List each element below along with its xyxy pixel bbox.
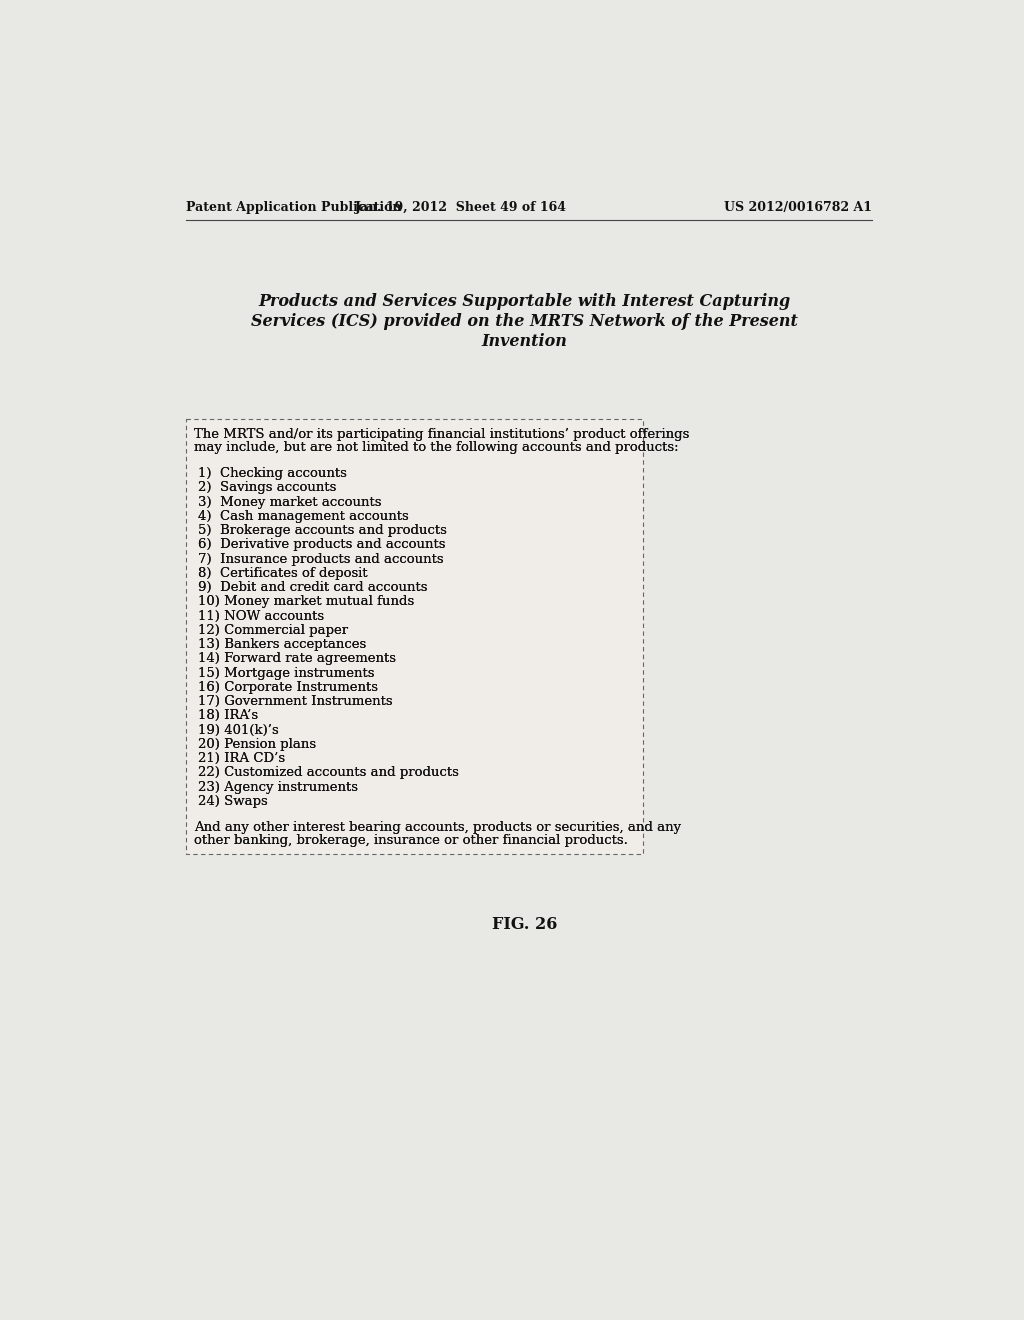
Text: 3)  Money market accounts: 3) Money market accounts xyxy=(198,496,381,508)
Bar xyxy=(186,418,643,854)
Text: 12) Commercial paper: 12) Commercial paper xyxy=(198,624,348,636)
Text: Products and Services Supportable with Interest Capturing: Products and Services Supportable with I… xyxy=(259,293,791,310)
Text: 4)  Cash management accounts: 4) Cash management accounts xyxy=(198,510,409,523)
Text: 10) Money market mutual funds: 10) Money market mutual funds xyxy=(198,595,414,609)
Text: 13) Bankers acceptances: 13) Bankers acceptances xyxy=(198,638,366,651)
Text: 19) 401(k)’s: 19) 401(k)’s xyxy=(198,723,279,737)
Text: Invention: Invention xyxy=(482,333,567,350)
Text: 6)  Derivative products and accounts: 6) Derivative products and accounts xyxy=(198,539,445,552)
Text: 3)  Money market accounts: 3) Money market accounts xyxy=(198,496,381,508)
Text: 22) Customized accounts and products: 22) Customized accounts and products xyxy=(198,767,459,779)
Text: 19) 401(k)’s: 19) 401(k)’s xyxy=(198,723,279,737)
Text: 15) Mortgage instruments: 15) Mortgage instruments xyxy=(198,667,374,680)
Text: Patent Application Publication: Patent Application Publication xyxy=(186,201,401,214)
Text: 13) Bankers acceptances: 13) Bankers acceptances xyxy=(198,638,366,651)
Text: 16) Corporate Instruments: 16) Corporate Instruments xyxy=(198,681,378,694)
Text: 22) Customized accounts and products: 22) Customized accounts and products xyxy=(198,767,459,779)
Text: FIG. 26: FIG. 26 xyxy=(493,916,557,933)
Text: 16) Corporate Instruments: 16) Corporate Instruments xyxy=(198,681,378,694)
Text: 17) Government Instruments: 17) Government Instruments xyxy=(198,696,392,708)
Text: 9)  Debit and credit card accounts: 9) Debit and credit card accounts xyxy=(198,581,427,594)
Text: The MRTS and/or its participating financial institutions’ product offerings: The MRTS and/or its participating financ… xyxy=(194,428,689,441)
Text: The MRTS and/or its participating financial institutions’ product offerings: The MRTS and/or its participating financ… xyxy=(194,428,689,441)
Text: 11) NOW accounts: 11) NOW accounts xyxy=(198,610,324,623)
Text: 14) Forward rate agreements: 14) Forward rate agreements xyxy=(198,652,395,665)
Text: 24) Swaps: 24) Swaps xyxy=(198,795,267,808)
Text: 7)  Insurance products and accounts: 7) Insurance products and accounts xyxy=(198,553,443,566)
Text: 9)  Debit and credit card accounts: 9) Debit and credit card accounts xyxy=(198,581,427,594)
Text: 20) Pension plans: 20) Pension plans xyxy=(198,738,315,751)
Text: 5)  Brokerage accounts and products: 5) Brokerage accounts and products xyxy=(198,524,446,537)
Text: other banking, brokerage, insurance or other financial products.: other banking, brokerage, insurance or o… xyxy=(194,834,628,847)
Text: 8)  Certificates of deposit: 8) Certificates of deposit xyxy=(198,566,368,579)
Text: 8)  Certificates of deposit: 8) Certificates of deposit xyxy=(198,566,368,579)
Text: 17) Government Instruments: 17) Government Instruments xyxy=(198,696,392,708)
Text: 10) Money market mutual funds: 10) Money market mutual funds xyxy=(198,595,414,609)
Text: 11) NOW accounts: 11) NOW accounts xyxy=(198,610,324,623)
Text: 2)  Savings accounts: 2) Savings accounts xyxy=(198,482,336,495)
Text: US 2012/0016782 A1: US 2012/0016782 A1 xyxy=(724,201,872,214)
Text: 23) Agency instruments: 23) Agency instruments xyxy=(198,780,357,793)
Text: 1)  Checking accounts: 1) Checking accounts xyxy=(198,467,347,480)
Text: 12) Commercial paper: 12) Commercial paper xyxy=(198,624,348,636)
Text: 18) IRA’s: 18) IRA’s xyxy=(198,709,258,722)
Text: 18) IRA’s: 18) IRA’s xyxy=(198,709,258,722)
Text: Jan. 19, 2012  Sheet 49 of 164: Jan. 19, 2012 Sheet 49 of 164 xyxy=(355,201,567,214)
Text: And any other interest bearing accounts, products or securities, and any: And any other interest bearing accounts,… xyxy=(194,821,681,834)
Text: 5)  Brokerage accounts and products: 5) Brokerage accounts and products xyxy=(198,524,446,537)
Text: 21) IRA CD’s: 21) IRA CD’s xyxy=(198,752,285,766)
Text: 23) Agency instruments: 23) Agency instruments xyxy=(198,780,357,793)
Text: 20) Pension plans: 20) Pension plans xyxy=(198,738,315,751)
Text: 14) Forward rate agreements: 14) Forward rate agreements xyxy=(198,652,395,665)
Text: may include, but are not limited to the following accounts and products:: may include, but are not limited to the … xyxy=(194,441,679,454)
Text: And any other interest bearing accounts, products or securities, and any: And any other interest bearing accounts,… xyxy=(194,821,681,834)
Text: Services (ICS) provided on the MRTS Network of the Present: Services (ICS) provided on the MRTS Netw… xyxy=(251,313,799,330)
Text: 4)  Cash management accounts: 4) Cash management accounts xyxy=(198,510,409,523)
Text: 6)  Derivative products and accounts: 6) Derivative products and accounts xyxy=(198,539,445,552)
Text: 15) Mortgage instruments: 15) Mortgage instruments xyxy=(198,667,374,680)
Text: 1)  Checking accounts: 1) Checking accounts xyxy=(198,467,347,480)
Text: other banking, brokerage, insurance or other financial products.: other banking, brokerage, insurance or o… xyxy=(194,834,628,847)
Text: 2)  Savings accounts: 2) Savings accounts xyxy=(198,482,336,495)
Text: 21) IRA CD’s: 21) IRA CD’s xyxy=(198,752,285,766)
Text: may include, but are not limited to the following accounts and products:: may include, but are not limited to the … xyxy=(194,441,679,454)
Text: 24) Swaps: 24) Swaps xyxy=(198,795,267,808)
Text: 7)  Insurance products and accounts: 7) Insurance products and accounts xyxy=(198,553,443,566)
